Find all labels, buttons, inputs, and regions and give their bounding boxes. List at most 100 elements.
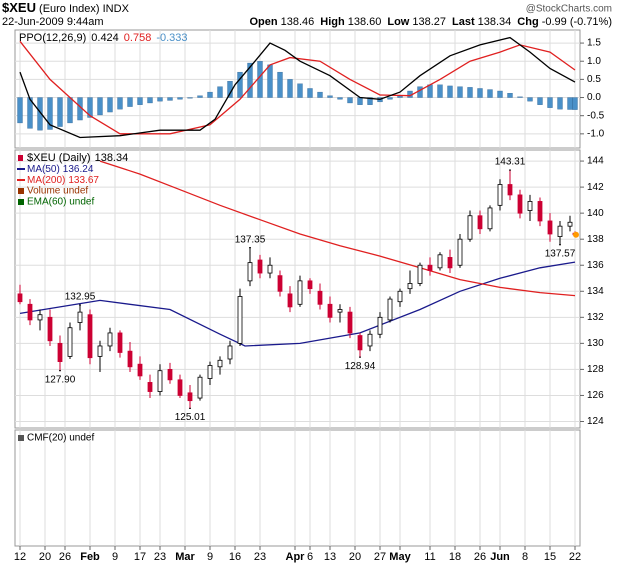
histogram-bar (497, 90, 503, 98)
plot-area (19, 430, 576, 546)
y-tick-label: 144 (587, 156, 604, 167)
candle-body (427, 264, 433, 271)
histogram-bar (467, 87, 473, 98)
y-tick-label: 130 (587, 338, 604, 349)
candle-body (527, 201, 533, 211)
candle-body (437, 254, 443, 269)
x-tick-label: 9 (207, 551, 213, 563)
header-title: $XEU (Euro Index) INDX (2, 0, 130, 15)
candle-body (357, 335, 363, 351)
histogram-bar (267, 64, 273, 98)
quote-value: 138.34 (478, 16, 512, 28)
candle-body (517, 194, 523, 214)
legend-swatch (18, 188, 24, 194)
x-tick-label: 12 (14, 551, 26, 563)
quote-label: Low (387, 16, 409, 28)
histogram-bar (57, 97, 63, 127)
x-tick-label: 16 (229, 551, 241, 563)
candle-body (267, 264, 273, 274)
x-tick-label: 23 (154, 551, 166, 563)
candle-body (407, 283, 413, 290)
candle-body (177, 379, 183, 396)
candle-body (47, 316, 53, 342)
histogram-bar (387, 97, 393, 100)
y-tick-label: 124 (587, 416, 604, 427)
histogram-bar (517, 96, 523, 98)
legend-value: 136.24 (63, 164, 94, 175)
x-tick-label: 9 (112, 551, 118, 563)
y-tick-label: 0.5 (587, 74, 601, 85)
line (99, 160, 576, 297)
histogram-bar (547, 97, 553, 108)
y-tick-label: 140 (587, 208, 604, 219)
y-tick-label: 1.0 (587, 56, 601, 67)
histogram-bar (327, 95, 333, 98)
histogram-bar (357, 97, 363, 105)
x-tick-label: 11 (424, 551, 435, 563)
histogram-bar (67, 97, 73, 124)
y-tick-label: 142 (587, 182, 604, 193)
last-price-marker (573, 231, 579, 238)
candle-body (347, 311, 353, 334)
x-tick-label: Mar (175, 551, 195, 563)
y-tick-label: 132 (587, 312, 604, 323)
candle-body (97, 345, 103, 357)
histogram-bar (297, 83, 303, 98)
y-tick-label: 134 (587, 286, 604, 297)
candle-body (497, 184, 503, 206)
y-tick-label: 138 (587, 234, 604, 245)
legend-label: PPO(12,26,9) (19, 32, 86, 44)
legend: PPO(12,26,9) 0.424 0.758 -0.333 (19, 32, 188, 44)
y-tick-label: 128 (587, 364, 604, 375)
histogram-bar (177, 97, 183, 100)
candle-body (327, 303, 333, 318)
candle-body (167, 369, 173, 381)
candle-body (277, 275, 283, 292)
candle-body (37, 314, 43, 321)
x-tick-label: 26 (59, 551, 71, 563)
x-tick-label: 26 (474, 551, 486, 563)
x-tick-label: 17 (134, 551, 146, 563)
candle-body (157, 370, 163, 392)
histogram-bar (37, 97, 43, 131)
legend-value: 133.67 (68, 175, 99, 186)
legend-value: 138.34 (95, 152, 129, 164)
line (19, 36, 576, 139)
candle-body (127, 350, 133, 368)
candle-body (487, 207, 493, 230)
histogram-bar (217, 86, 223, 98)
x-tick-label: 8 (522, 551, 528, 563)
histogram-bar (337, 97, 343, 100)
date: 22-Jun-2009 9:44am (2, 16, 104, 28)
histogram-bar (107, 97, 113, 113)
x-tick-label: Apr (286, 551, 306, 563)
legend: CMF(20) undef (27, 433, 94, 444)
histogram-bar (147, 97, 153, 104)
plot-area (15, 150, 580, 428)
candle-body (237, 296, 243, 344)
candle-body (467, 215, 473, 240)
annotation: 137.57 (545, 248, 576, 259)
candle-body (57, 342, 63, 362)
candle-body (77, 311, 83, 323)
quote-label: High (320, 16, 345, 28)
histogram-bar (117, 97, 123, 110)
candle-body (507, 184, 513, 196)
histogram-bar (447, 85, 453, 98)
legend-swatch (18, 155, 23, 161)
candle-body (297, 280, 303, 305)
y-tick-label: -0.5 (587, 110, 605, 121)
x-tick-label: Jun (490, 551, 510, 563)
candle-body (367, 333, 373, 347)
histogram-bar (457, 86, 463, 98)
candle-body (457, 238, 463, 266)
histogram-bar (127, 97, 133, 107)
legend: EMA(60) undef (27, 197, 94, 208)
candle-body (307, 280, 313, 290)
legend-swatch (18, 199, 24, 205)
histogram-bar (557, 97, 563, 110)
histogram-bar (277, 71, 283, 98)
candle-body (377, 316, 383, 335)
histogram-bar (487, 89, 493, 98)
